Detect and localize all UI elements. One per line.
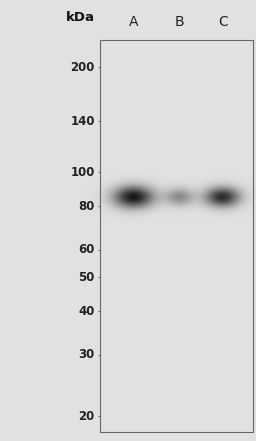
Text: A: A xyxy=(129,15,138,29)
Text: 30: 30 xyxy=(79,348,95,361)
Text: 40: 40 xyxy=(78,305,95,318)
Text: B: B xyxy=(175,15,185,29)
Text: 140: 140 xyxy=(70,115,95,128)
Text: kDa: kDa xyxy=(66,11,95,24)
Text: 60: 60 xyxy=(78,243,95,256)
Bar xyxy=(100,40,253,432)
Text: 200: 200 xyxy=(70,61,95,74)
Text: 20: 20 xyxy=(79,410,95,422)
Text: C: C xyxy=(218,15,228,29)
Text: 100: 100 xyxy=(70,166,95,179)
Bar xyxy=(100,40,253,432)
Text: 50: 50 xyxy=(78,271,95,284)
Text: 80: 80 xyxy=(78,200,95,213)
